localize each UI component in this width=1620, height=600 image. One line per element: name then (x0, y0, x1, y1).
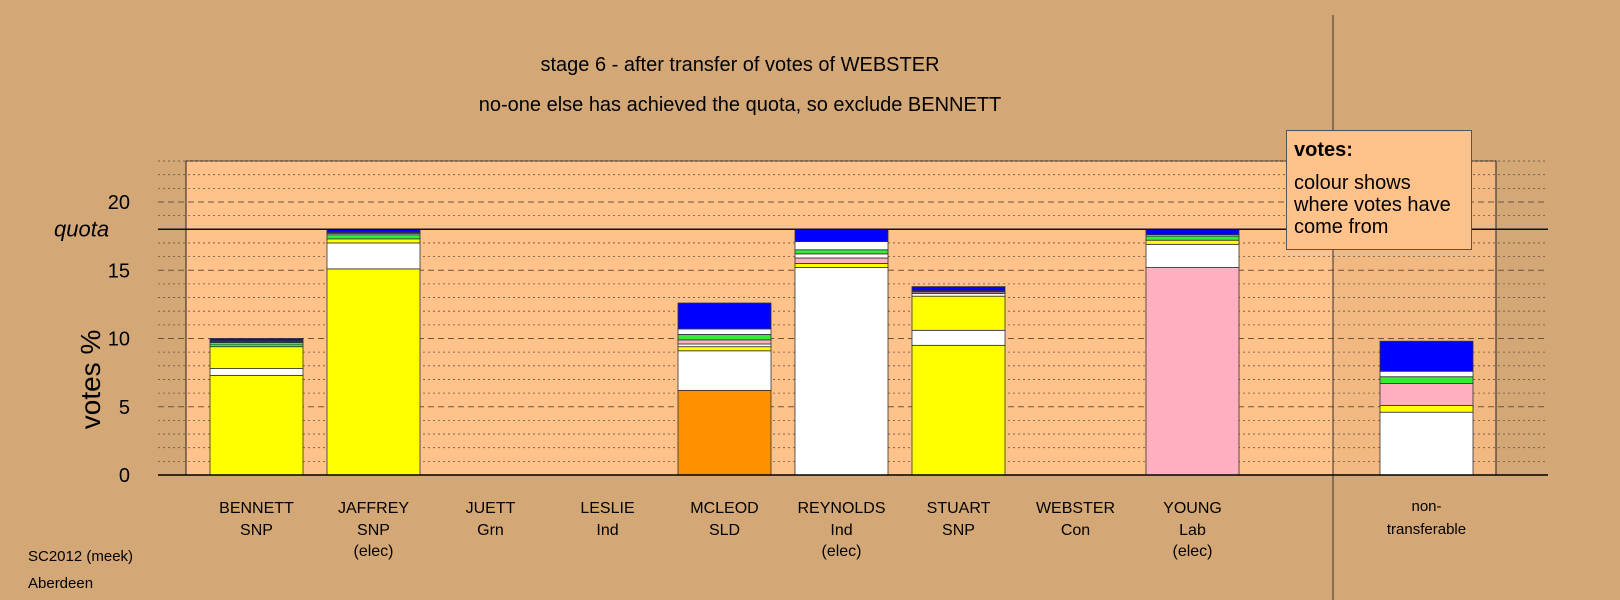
bar-young-segment (1145, 243, 1240, 268)
chart-subtitle: no-one else has achieved the quota, so e… (478, 94, 1002, 116)
y-axis-label: votes % (75, 330, 106, 430)
candidate-party: Ind (596, 522, 618, 539)
nontransferable-label: transferable (1387, 521, 1466, 538)
bar-nontransferable-segment (1379, 370, 1474, 378)
bar-reynolds-segment (794, 228, 889, 242)
bar-young-segment (1145, 267, 1240, 476)
bar-bennett-segment (209, 338, 304, 341)
bar-mcleod-segment (677, 339, 772, 345)
quota-label: quota (54, 216, 109, 241)
legend-box: votes: colour shows where votes have com… (1286, 130, 1472, 250)
candidate-name: LESLIE (580, 500, 634, 517)
bar-bennett-segment (209, 374, 304, 476)
candidate-name: JAFFREY (338, 500, 409, 517)
bar-stuart-segment (911, 344, 1006, 476)
bar-nontransferable-segment (1379, 340, 1474, 372)
bar-mcleod-segment (677, 328, 772, 335)
bar-reynolds-segment (794, 249, 889, 255)
bar-mcleod-segment (677, 389, 772, 476)
legend-text: colour shows where votes have come from (1294, 172, 1451, 238)
chart-title: stage 6 - after transfer of votes of WEB… (540, 54, 940, 76)
candidate-elected: (elec) (821, 543, 861, 560)
candidate-elected: (elec) (1172, 543, 1212, 560)
bar-jaffrey-segment (326, 238, 421, 244)
bar-stuart-segment (911, 295, 1006, 331)
bar-nontransferable-segment (1379, 411, 1474, 476)
candidate-party: Ind (830, 522, 852, 539)
bar-jaffrey-segment (326, 242, 421, 270)
candidate-name: BENNETT (219, 500, 294, 517)
footer-method: SC2012 (meek) (28, 548, 134, 565)
y-tick-label: 10 (108, 329, 130, 351)
bar-bennett-segment (209, 343, 304, 348)
bar-jaffrey-segment (326, 234, 421, 240)
candidate-name: WEBSTER (1036, 500, 1115, 517)
bar-reynolds-segment (794, 263, 889, 268)
bar-nontransferable-segment (1379, 376, 1474, 384)
bar-young-segment (1145, 228, 1240, 236)
candidate-party: SLD (709, 522, 740, 539)
bar-reynolds-segment (794, 257, 889, 264)
bar-nontransferable-segment (1379, 383, 1474, 406)
bar-bennett-segment (209, 346, 304, 369)
bar-mcleod-segment (677, 350, 772, 391)
y-tick-label: 0 (119, 465, 130, 487)
bar-mcleod-segment (677, 334, 772, 341)
bar-nontransferable-segment (1379, 404, 1474, 413)
candidate-name: STUART (927, 500, 991, 517)
candidate-party: SNP (240, 522, 273, 539)
bar-mcleod-segment (677, 346, 772, 352)
bar-bennett-segment (209, 368, 304, 376)
candidate-party: SNP (357, 522, 390, 539)
bar-stuart-segment (911, 329, 1006, 346)
nontransferable-label: non- (1411, 498, 1441, 515)
bar-reynolds-segment (794, 267, 889, 476)
y-tick-label: 5 (119, 397, 130, 419)
candidate-party: SNP (942, 522, 975, 539)
bar-jaffrey-segment (326, 268, 421, 476)
bar-reynolds-segment (794, 241, 889, 251)
footer-place: Aberdeen (28, 575, 94, 592)
candidate-party: Grn (477, 522, 504, 539)
bar-mcleod-segment (677, 302, 772, 330)
candidate-party: Con (1061, 522, 1090, 539)
candidate-name: REYNOLDS (797, 500, 885, 517)
bar-mcleod-segment (677, 343, 772, 348)
candidate-party: Lab (1179, 522, 1206, 539)
legend-title: votes: (1294, 139, 1353, 161)
bar-stuart-segment (911, 286, 1006, 292)
bar-young-segment (1145, 239, 1240, 245)
candidate-name: YOUNG (1163, 500, 1222, 517)
candidate-name: MCLEOD (690, 500, 758, 517)
bar-reynolds-segment (794, 253, 889, 259)
bar-young-segment (1145, 235, 1240, 241)
candidate-elected: (elec) (353, 543, 393, 560)
candidate-name: JUETT (466, 500, 516, 517)
bar-stuart-segment (911, 293, 1006, 297)
y-tick-label: 20 (108, 192, 130, 214)
y-tick-label: 15 (108, 260, 130, 282)
